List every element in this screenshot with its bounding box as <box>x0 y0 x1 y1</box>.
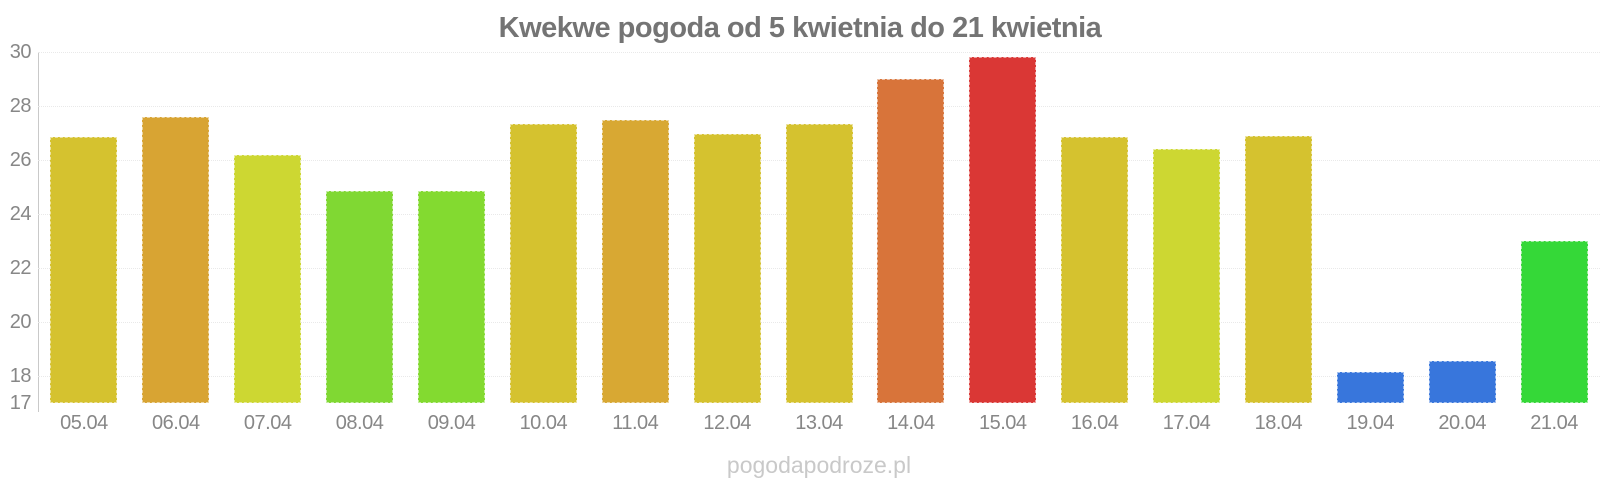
y-tick-label-24: 24 <box>9 203 32 225</box>
x-tick-label-18.04: 18.04 <box>1254 412 1303 434</box>
y-tick-label-18: 18 <box>9 365 32 387</box>
bar-10.04[interactable] <box>509 123 577 403</box>
bar-17.04[interactable] <box>1153 149 1221 403</box>
bar-12.04[interactable] <box>693 134 761 403</box>
y-tick-label-17: 17 <box>9 392 32 414</box>
y-tick-label-22: 22 <box>9 257 32 279</box>
y-tick-label-26: 26 <box>9 149 32 171</box>
bar-18.04[interactable] <box>1244 135 1312 403</box>
x-tick-label-07.04: 07.04 <box>243 412 292 434</box>
bar-15.04[interactable] <box>969 57 1037 403</box>
x-tick-label-14.04: 14.04 <box>887 412 935 434</box>
x-tick-label-21.04: 21.04 <box>1530 412 1578 434</box>
bar-08.04[interactable] <box>326 191 394 403</box>
y-tick-label-20: 20 <box>9 311 32 333</box>
chart-title: Kwekwe pogoda od 5 kwietnia do 21 kwietn… <box>498 12 1102 44</box>
x-tick-label-05.04: 05.04 <box>60 412 108 434</box>
x-tick-label-12.04: 12.04 <box>703 412 751 434</box>
bar-16.04[interactable] <box>1061 137 1129 403</box>
x-tick-label-20.04: 20.04 <box>1438 412 1486 434</box>
gridline-y-30 <box>38 52 1600 53</box>
bar-05.04[interactable] <box>50 137 118 403</box>
bar-21.04[interactable] <box>1520 241 1588 403</box>
y-axis-line <box>38 52 39 412</box>
gridline-y-28 <box>38 106 1600 107</box>
bar-11.04[interactable] <box>601 119 669 403</box>
x-tick-label-11.04: 11.04 <box>612 412 659 434</box>
x-tick-label-17.04: 17.04 <box>1162 412 1211 434</box>
bar-13.04[interactable] <box>785 123 853 403</box>
x-tick-label-15.04: 15.04 <box>978 412 1027 434</box>
x-tick-label-06.04: 06.04 <box>152 412 200 434</box>
watermark: pogodapodroze.pl <box>726 452 912 478</box>
x-tick-label-16.04: 16.04 <box>1070 412 1119 434</box>
x-tick-label-10.04: 10.04 <box>519 412 568 434</box>
x-tick-label-13.04: 13.04 <box>795 412 843 434</box>
bar-14.04[interactable] <box>877 79 945 403</box>
bar-20.04[interactable] <box>1428 361 1496 403</box>
bar-19.04[interactable] <box>1336 371 1404 403</box>
bar-09.04[interactable] <box>417 191 485 403</box>
x-tick-label-08.04: 08.04 <box>335 412 384 434</box>
x-tick-label-19.04: 19.04 <box>1346 412 1395 434</box>
y-tick-label-28: 28 <box>9 95 32 117</box>
x-tick-label-09.04: 09.04 <box>427 412 476 434</box>
y-tick-label-30: 30 <box>9 41 32 63</box>
bar-07.04[interactable] <box>234 154 302 403</box>
bar-06.04[interactable] <box>142 116 210 403</box>
